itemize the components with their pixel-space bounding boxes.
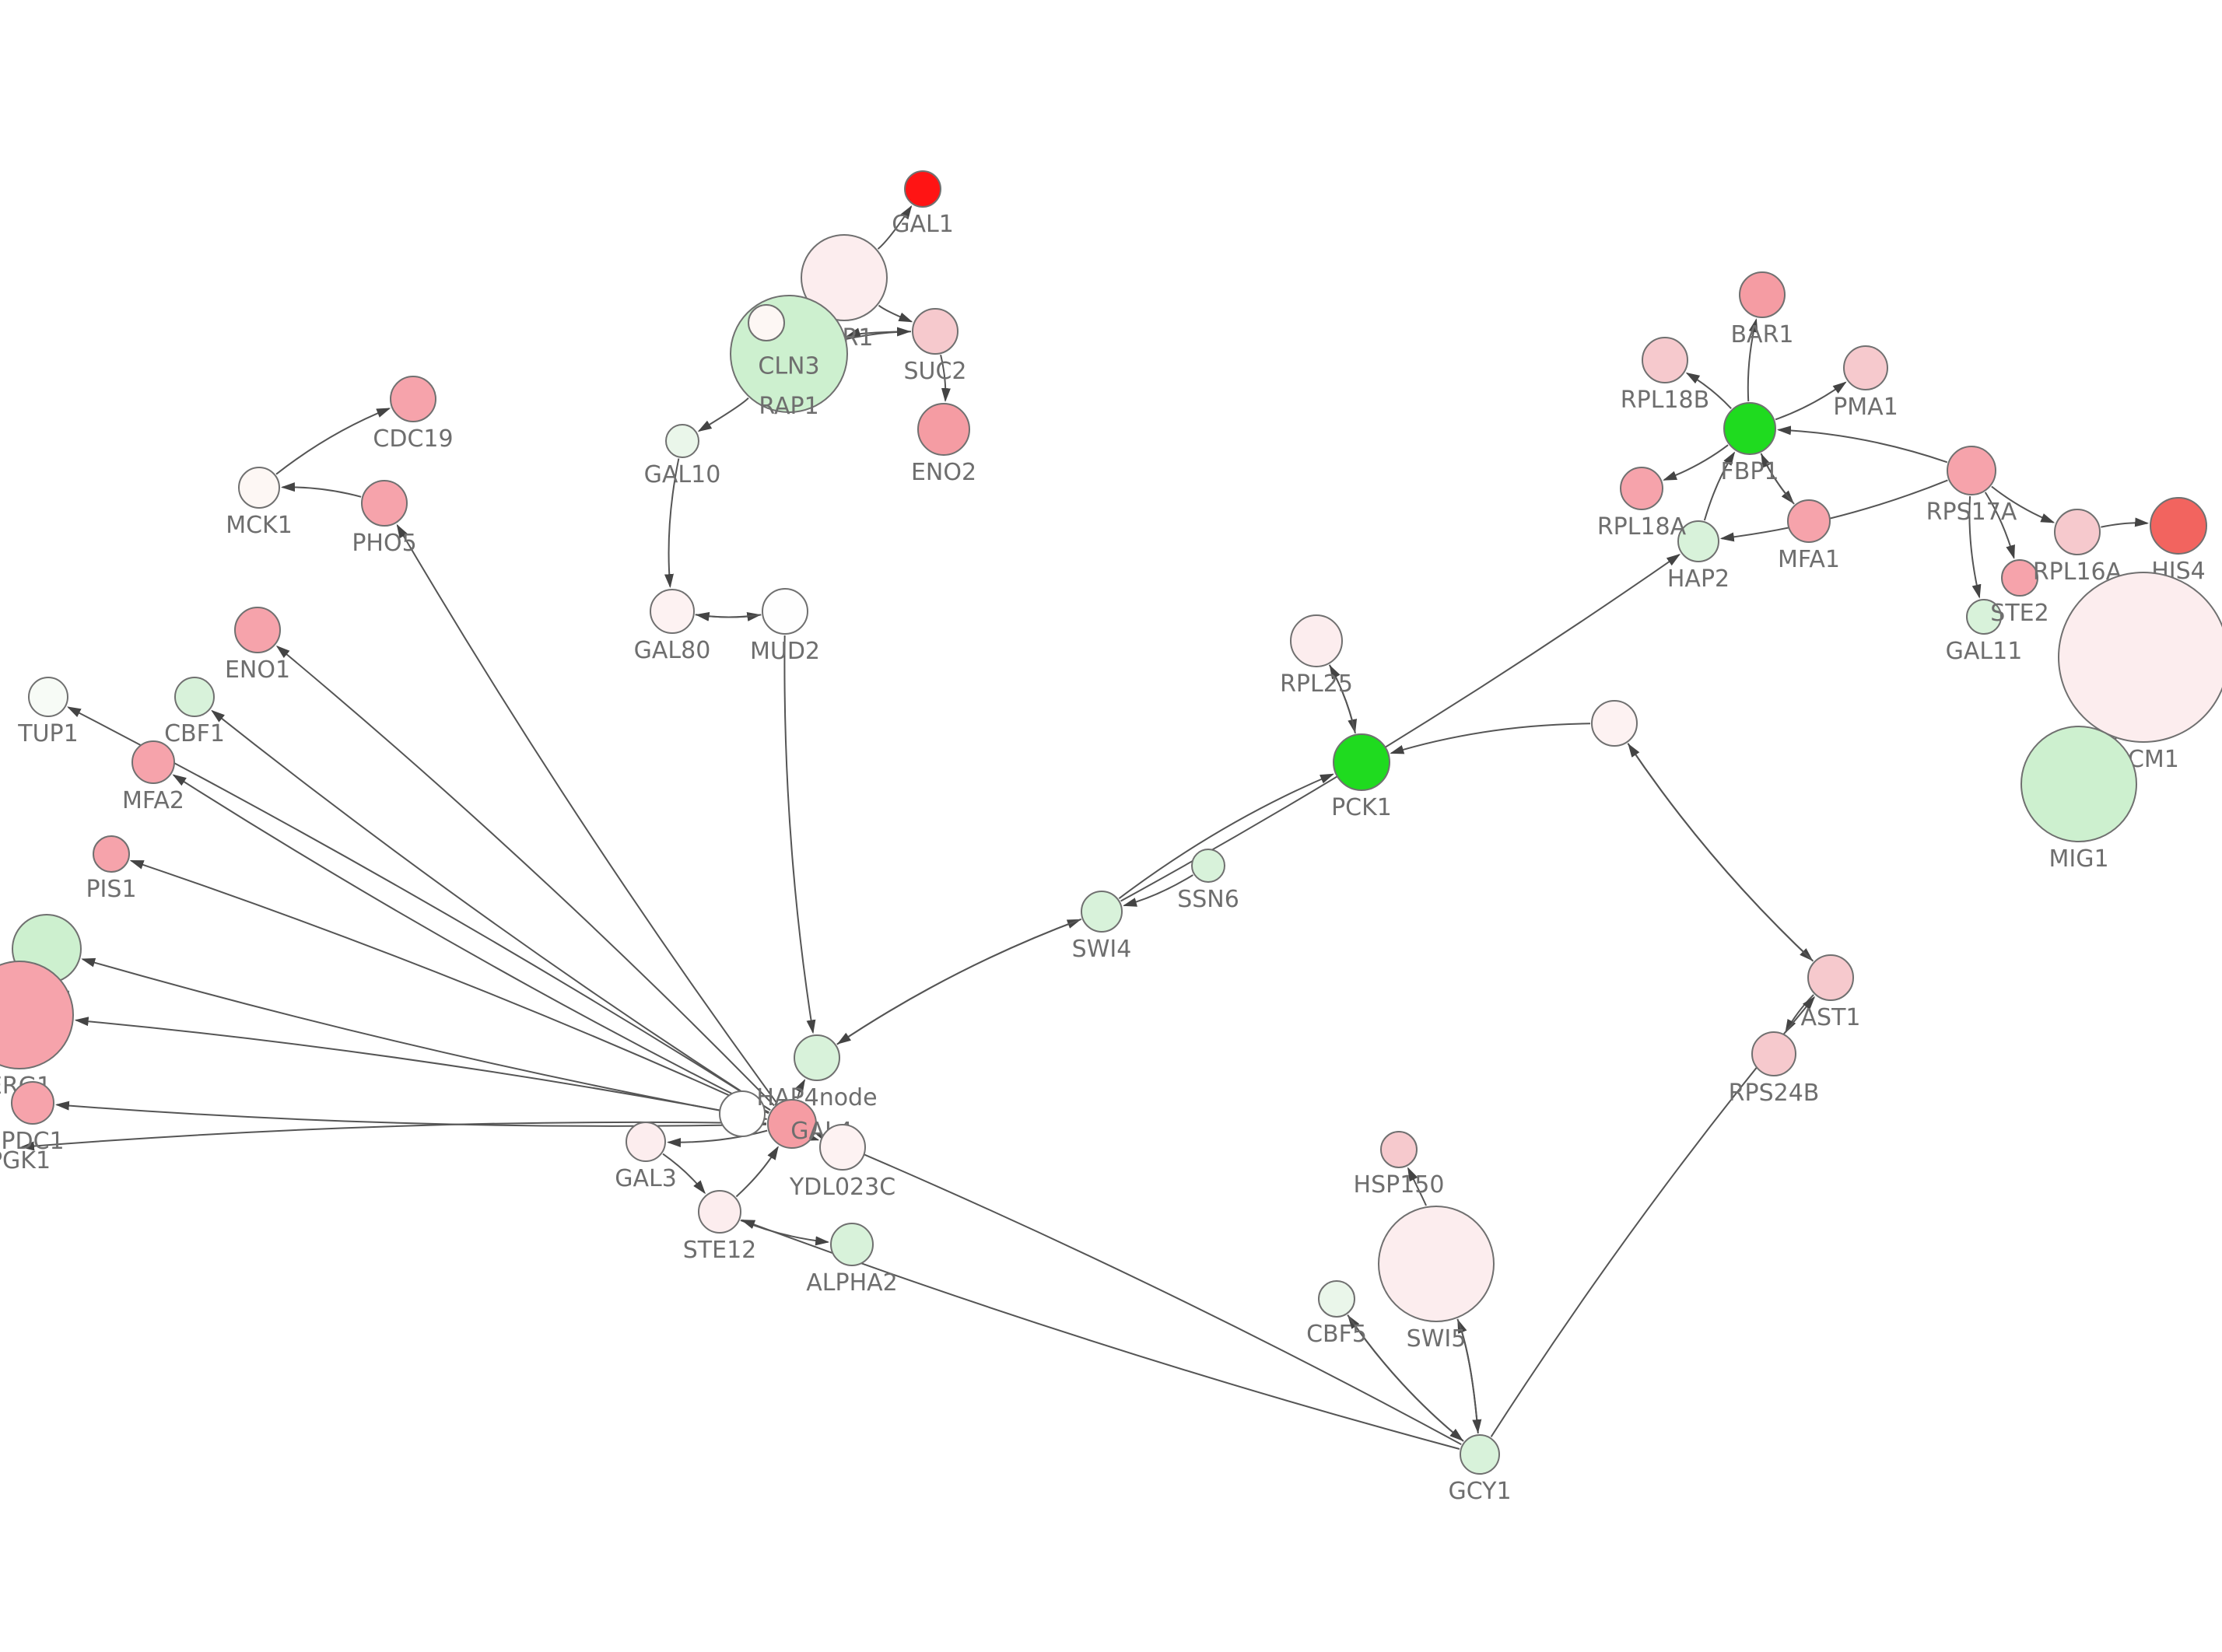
edge-gal4-to-cbf1 [212,711,771,1110]
edge-rps17a-to-gal11 [1969,496,1979,597]
edge-fbp1-to-bar1 [1748,320,1757,401]
edge-cln3-to-gal10 [699,398,748,431]
gene-node-tup1[interactable] [28,677,68,717]
gene-node-mfa1[interactable] [1787,499,1831,543]
edge-pck1-to-rpl25 [1330,666,1355,733]
gene-node-gal11[interactable] [1966,599,2002,635]
gene-node-pck1[interactable] [1333,733,1390,791]
gene-node-gal1[interactable] [904,170,941,208]
gene-node-hap2[interactable] [1677,520,1719,562]
edge-fbp1-to-pma1 [1775,383,1845,420]
gene-node-pdc1[interactable] [11,1081,54,1125]
gene-node-cbf5[interactable] [1318,1280,1355,1318]
gene-node-cdc_gal4_white[interactable] [719,1090,766,1137]
gene-node-cdc25_inner[interactable] [748,304,785,341]
gene-node-fbp1[interactable] [1723,402,1776,455]
edge-swi4-to-hap4node [838,919,1081,1044]
gene-node-hsp150[interactable] [1380,1131,1418,1168]
gene-node-gal3[interactable] [626,1122,666,1162]
gene-node-rpl18b[interactable] [1642,337,1688,383]
edge-gal4-to-pis1 [131,861,769,1114]
gene-node-ydl023c[interactable] [819,1124,866,1171]
gene-node-rps24b[interactable] [1751,1031,1796,1076]
edge-mud2-to-gal80 [697,614,762,617]
gene-node-swi5[interactable] [1378,1206,1495,1322]
edge-hap4node-to-swi4 [837,920,1080,1045]
gene-node-mig1[interactable] [2020,726,2137,842]
edge-ste12-to-gal4 [736,1147,777,1197]
edge-gal10-to-gal80 [669,459,679,587]
gene-node-rpl25[interactable] [1290,614,1343,667]
edge-swi5-to-hsp150 [1408,1168,1426,1206]
gene-node-eno1[interactable] [234,607,281,653]
gene-node-ste2[interactable] [2001,559,2038,597]
edge-far1-to-gal1 [878,207,911,250]
gene-node-hap4node[interactable] [794,1034,840,1081]
edge-rps17a-to-hap2 [1722,480,1948,538]
edge-gal4-to-ydl023c [814,1138,818,1140]
edge-gcy1-to-gal4 [817,1135,1461,1445]
edge-rpl16a-to-his4 [2101,523,2147,527]
edge-gal4-to-hap4node [797,1080,804,1099]
gene-node-ssn6[interactable] [1191,849,1225,883]
gene-node-rpl18a[interactable] [1620,467,1663,510]
gene-node-eno2[interactable] [917,403,970,456]
edge-hap2-to-fbp1 [1705,453,1734,520]
edge-gal4-to-pho5 [398,525,777,1103]
gene-node-his4[interactable] [2150,497,2207,555]
edge-gal4-to-erg1 [76,1020,767,1119]
edge-swi5-to-gcy1 [1457,1319,1477,1432]
network-diagram: GAL1FAR1SUC2ENO2CLN3GAL10RAP1GAL80MUD2CD… [0,0,2222,1652]
edge-fbp1-to-rpl18a [1664,445,1728,480]
gene-node-cdc19[interactable] [390,376,436,422]
gene-node-gcy1[interactable] [1460,1434,1500,1475]
edge-suc2-to-eno2 [941,355,945,401]
edge-mud2-to-hap4node [784,635,813,1032]
gene-node-mck1[interactable] [238,467,280,509]
gene-node-gal10[interactable] [665,424,699,458]
gene-node-node_right_of_pck1[interactable] [1591,700,1638,747]
gene-node-pma1[interactable] [1843,345,1888,390]
gene-node-bar1[interactable] [1739,271,1786,318]
gene-node-gal4[interactable] [767,1099,817,1149]
edge-gal3-to-ste12 [663,1154,705,1193]
edge-layer [0,0,2222,1652]
gene-node-mcm1[interactable] [2058,572,2222,743]
gene-node-rps17a[interactable] [1947,446,1996,495]
edge-fbp1-to-rpl18b [1687,373,1731,408]
edge-rps17a-to-rpl16a [1992,486,2054,522]
gene-node-gal80[interactable] [650,589,695,634]
gene-node-cln3[interactable] [730,295,848,413]
edge-rps17a-to-ste2 [1985,492,2014,558]
gene-node-pho5[interactable] [361,480,408,527]
edge-mck1-to-cdc19 [276,408,389,474]
edge-gal4-to-fas1 [82,959,766,1119]
gene-node-mfa2[interactable] [131,740,175,784]
edge-gcy1-to-swi5 [1458,1321,1478,1433]
edge-fbp1-to-mfa1 [1761,453,1793,503]
edge-node_right_of_pck1-to-ast1 [1628,744,1812,961]
edge-node_right_of_pck1-to-pck1 [1391,723,1590,753]
gene-node-ste12[interactable] [698,1190,741,1234]
gene-node-alpha2[interactable] [830,1223,874,1266]
gene-node-mud2[interactable] [762,588,808,635]
gene-node-pis1[interactable] [93,835,130,873]
edge-gal4-to-mfa2 [173,775,769,1113]
gene-node-suc2[interactable] [912,308,959,355]
edge-far1-to-suc2 [878,306,911,322]
edge-cbf5-to-gcy1 [1348,1315,1462,1440]
edge-rpl25-to-pck1 [1330,665,1355,732]
gene-node-cbf1[interactable] [174,677,215,717]
edge-swi4-to-pck1 [1119,774,1333,898]
gene-node-ast1[interactable] [1807,954,1854,1001]
edge-gal4-to-eno1 [277,646,774,1105]
edge-ast1-to-node_right_of_pck1 [1628,744,1813,961]
edge-pho5-to-mck1 [282,487,361,496]
gene-node-swi4[interactable] [1081,891,1123,933]
gene-node-rpl16a[interactable] [2054,509,2101,555]
edge-rps17a-to-fbp1 [1779,430,1947,463]
edge-ste12-to-alpha2 [741,1220,828,1242]
edge-mfa1-to-fbp1 [1761,455,1794,504]
